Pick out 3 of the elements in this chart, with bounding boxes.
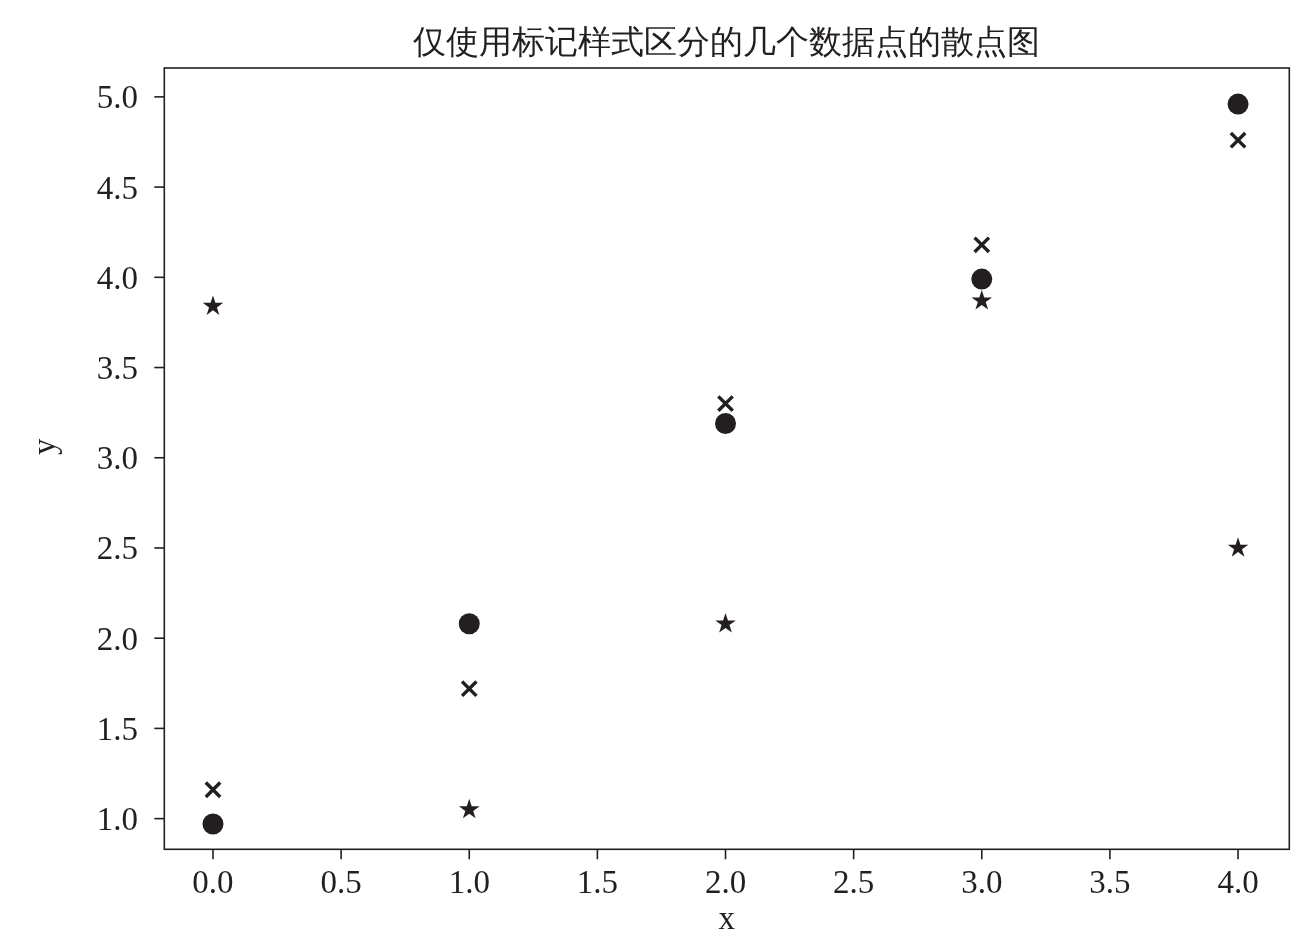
- y-label: y: [26, 438, 62, 455]
- x-label: x: [718, 900, 736, 936]
- title: 仅使用标记样式区分的几个数据点的散点图: [413, 24, 1041, 60]
